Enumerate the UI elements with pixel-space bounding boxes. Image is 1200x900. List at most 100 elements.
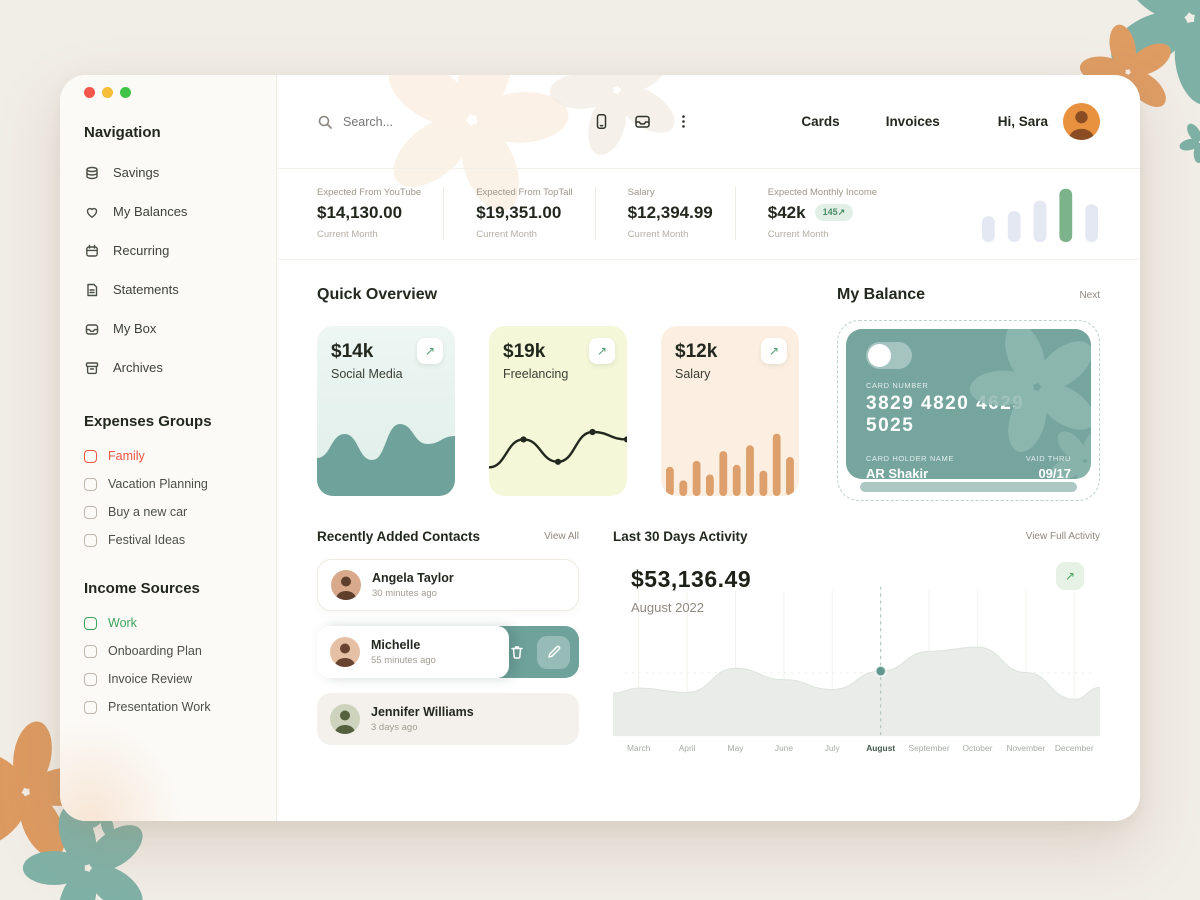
expense-group-buy-a-new-car[interactable]: Buy a new car xyxy=(84,498,260,526)
window-traffic-lights xyxy=(84,87,260,98)
stat-value: $12,394.99 xyxy=(627,202,713,222)
next-card-link[interactable]: Next xyxy=(1079,289,1100,301)
arrow-up-right-icon[interactable]: ↗ xyxy=(417,338,443,364)
navigation-heading: Navigation xyxy=(84,124,161,141)
sidebar-item-my-box[interactable]: My Box xyxy=(84,309,260,348)
close-window-button[interactable] xyxy=(84,87,95,98)
income-mini-bar-chart xyxy=(982,188,1098,242)
minimize-window-button[interactable] xyxy=(102,87,113,98)
toggle-knob xyxy=(868,344,891,367)
overview-card-social-media[interactable]: $14k Social Media ↗ xyxy=(317,326,455,496)
sidebar-item-recurring[interactable]: Recurring xyxy=(84,231,260,270)
user-avatar[interactable] xyxy=(1063,103,1100,140)
expense-group-label: Festival Ideas xyxy=(108,533,186,547)
expense-group-festival-ideas[interactable]: Festival Ideas xyxy=(84,526,260,554)
expense-group-label: Vacation Planning xyxy=(108,477,208,491)
balances-icon xyxy=(86,207,98,218)
maximize-window-button[interactable] xyxy=(120,87,131,98)
overview-card-freelancing[interactable]: $19k Freelancing ↗ xyxy=(489,326,627,496)
invoices-link[interactable]: Invoices xyxy=(885,114,940,129)
topbar-links: Cards Invoices xyxy=(801,114,939,129)
activity-area-chart: March April May June July August September Octo… xyxy=(613,586,1100,753)
sidebar: Navigation Savings My Balances Recurring… xyxy=(60,75,277,821)
income-sources-list: Work Onboarding Plan Invoice Review Pres… xyxy=(84,609,260,721)
contact-row-jennifer[interactable]: Jennifer Williams 3 days ago xyxy=(317,693,579,745)
svg-text:April: April xyxy=(679,743,696,753)
stat-value: $14,130.00 xyxy=(317,202,403,222)
trash-icon xyxy=(511,646,523,659)
checkbox[interactable] xyxy=(84,533,97,547)
bottom-section: Recently Added Contacts View All Angela … xyxy=(277,501,1140,759)
stat-label: Salary xyxy=(627,186,655,198)
arrow-up-right-icon[interactable]: ↗ xyxy=(761,338,787,364)
stat-period: Current Month xyxy=(627,228,689,240)
card-holder-name: AR Shakir xyxy=(866,466,929,479)
contact-row-angela[interactable]: Angela Taylor 30 minutes ago xyxy=(317,559,579,611)
card-toggle[interactable] xyxy=(866,342,912,369)
income-source-onboarding-plan[interactable]: Onboarding Plan xyxy=(84,637,260,665)
svg-text:June: June xyxy=(775,743,794,753)
sidebar-item-archives[interactable]: Archives xyxy=(84,348,260,387)
view-full-activity-link[interactable]: View Full Activity xyxy=(1025,531,1100,542)
stats-row: Expected From YouTube $14,130.00 Current… xyxy=(277,169,1140,260)
income-source-label: Invoice Review xyxy=(108,672,193,686)
contact-name: Jennifer Williams xyxy=(371,705,474,719)
sidebar-item-label: Savings xyxy=(113,165,160,180)
sidebar-item-savings[interactable]: Savings xyxy=(84,153,260,192)
edit-contact-button[interactable] xyxy=(537,635,570,669)
contacts-panel: Recently Added Contacts View All Angela … xyxy=(317,529,579,759)
income-source-invoice-review[interactable]: Invoice Review xyxy=(84,665,260,693)
checkbox[interactable] xyxy=(84,505,97,519)
contact-time: 3 days ago xyxy=(371,722,418,733)
freelancing-line-chart xyxy=(489,428,627,469)
sidebar-item-label: Recurring xyxy=(113,243,170,258)
contact-name: Angela Taylor xyxy=(372,571,454,585)
checkbox[interactable] xyxy=(84,700,97,714)
card-holder-label: CARD HOLDER NAME xyxy=(866,454,954,463)
checkbox[interactable] xyxy=(84,616,97,630)
svg-text:November: November xyxy=(1006,743,1045,753)
search-input[interactable] xyxy=(343,114,483,129)
search-icon xyxy=(318,115,332,129)
expense-group-family[interactable]: Family xyxy=(84,442,260,470)
income-source-work[interactable]: Work xyxy=(84,609,260,637)
checkbox[interactable] xyxy=(84,477,97,491)
sidebar-item-my-balances[interactable]: My Balances xyxy=(84,192,260,231)
svg-text:October: October xyxy=(963,743,993,753)
delete-contact-button[interactable] xyxy=(509,644,525,660)
contact-row-michelle[interactable]: Michelle 55 minutes ago xyxy=(317,626,579,678)
card-number: 3829 4820 4629 5025 xyxy=(866,393,1025,436)
inbox-tray-icon[interactable] xyxy=(634,113,651,130)
card-value: $12k xyxy=(675,341,718,362)
growth-badge: 145↗ xyxy=(814,204,854,221)
stat-value: $19,351.00 xyxy=(476,202,562,222)
contact-name: Michelle xyxy=(371,638,421,652)
checkbox[interactable] xyxy=(84,672,97,686)
sidebar-item-statements[interactable]: Statements xyxy=(84,270,260,309)
svg-text:September: September xyxy=(909,743,950,753)
greeting-text: Hi, Sara xyxy=(997,114,1048,129)
stat-label: Expected From TopTall xyxy=(476,186,573,198)
cards-link[interactable]: Cards xyxy=(801,114,840,129)
kebab-menu-icon[interactable] xyxy=(675,113,692,130)
search-box xyxy=(317,114,517,130)
card-label: Social Media xyxy=(331,367,403,381)
checkbox[interactable] xyxy=(84,644,97,658)
pencil-icon xyxy=(547,645,560,658)
checkbox[interactable] xyxy=(84,449,97,463)
overview-card-salary[interactable]: $12k Salary ↗ xyxy=(661,326,799,496)
view-all-link[interactable]: View All xyxy=(544,531,579,542)
my-balance-heading: My Balance xyxy=(837,286,926,303)
stat-label: Expected From YouTube xyxy=(317,186,422,198)
income-sources-heading: Income Sources xyxy=(84,580,200,597)
device-icon[interactable] xyxy=(593,113,610,130)
expense-group-vacation-planning[interactable]: Vacation Planning xyxy=(84,470,260,498)
user-area: Hi, Sara xyxy=(998,103,1100,140)
arrow-up-right-icon[interactable]: ↗ xyxy=(1056,562,1084,590)
app-window: Navigation Savings My Balances Recurring… xyxy=(60,75,1140,821)
main-content: Cards Invoices Hi, Sara Expected From Yo… xyxy=(277,75,1140,821)
topbar-icons xyxy=(593,113,692,130)
income-source-presentation-work[interactable]: Presentation Work xyxy=(84,693,260,721)
arrow-up-right-icon[interactable]: ↗ xyxy=(589,338,615,364)
contact-time: 30 minutes ago xyxy=(372,588,437,599)
